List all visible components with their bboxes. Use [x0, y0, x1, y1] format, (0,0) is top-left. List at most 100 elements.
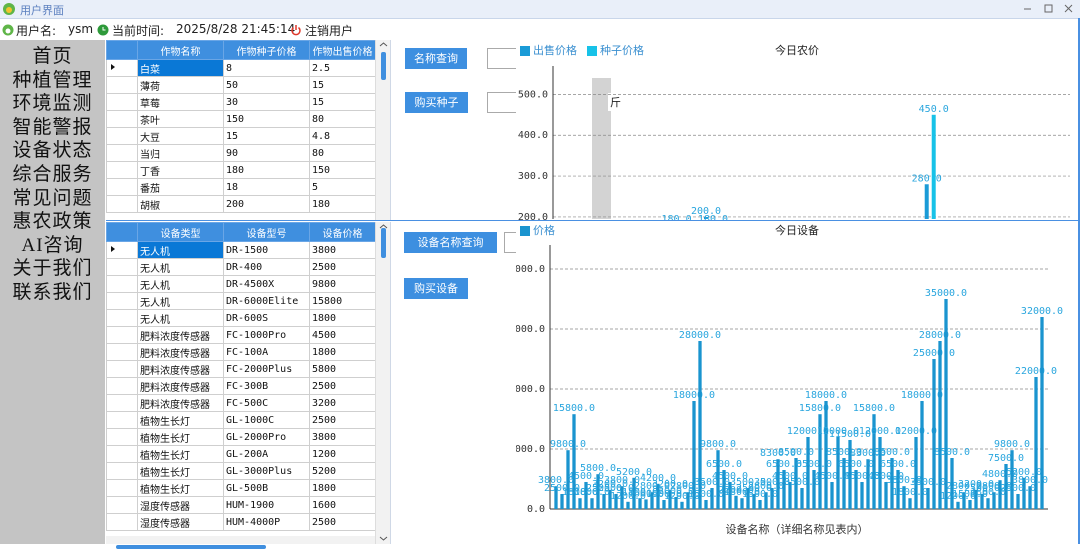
data-label: 2800.0	[946, 481, 982, 492]
logout-link[interactable]: 注销用户	[305, 24, 354, 38]
table-row[interactable]: 肥料浓度传感器 FC-500C 3200	[106, 394, 375, 412]
table-row[interactable]: 肥料浓度传感器 FC-1000Pro 4500	[106, 326, 375, 344]
table-row[interactable]: 大豆 15 4.8	[106, 127, 375, 145]
action-button[interactable]: 购买设备	[404, 278, 468, 299]
device-price-chart: 价格 今日设备 0.0 10000.0 20000.0 30000.0 40000.0 设备名…	[516, 222, 1080, 544]
table-row[interactable]: 无人机 DR-4500X 9800	[106, 275, 375, 293]
table-row[interactable]: 肥料浓度传感器 FC-300B 2500	[106, 377, 375, 395]
table-row[interactable]: 白菜 8 2.5	[106, 59, 375, 77]
table-cell: DR-600S	[223, 309, 310, 327]
table-row[interactable]: 当归 90 80	[106, 144, 375, 162]
table-cell: 1800	[309, 309, 375, 327]
data-label: 5200.0	[1006, 467, 1042, 478]
action-button[interactable]: 购买种子	[405, 92, 468, 113]
data-label: 15800.0	[799, 403, 841, 414]
data-label: 11500.0	[829, 429, 871, 440]
data-label: 5200.0	[616, 467, 652, 478]
data-label: 3500.0	[694, 477, 730, 488]
bar	[1034, 377, 1038, 509]
table-row[interactable]: 番茄 18 5	[106, 178, 375, 196]
data-label: 25000.0	[913, 348, 955, 359]
nav-item[interactable]: 智能警报	[12, 116, 93, 138]
bar	[554, 486, 558, 509]
bar	[656, 483, 660, 509]
bar	[668, 489, 672, 509]
nav-item[interactable]: 综合服务	[12, 164, 93, 185]
row-selector	[106, 275, 138, 293]
table-row[interactable]: 植物生长灯 GL-3000Plus 5200	[106, 462, 375, 480]
nav-item[interactable]: 惠农政策	[12, 211, 93, 233]
data-label: 9800.0	[994, 439, 1030, 450]
table-row[interactable]: 胡椒 200 180	[106, 195, 375, 213]
table-cell: 无人机	[137, 241, 224, 259]
bar	[620, 486, 624, 509]
table-cell: 茶叶	[137, 110, 224, 128]
table-cell: 5200	[309, 462, 375, 480]
table-row[interactable]: 茶叶 150 80	[106, 110, 375, 128]
table-cell: 2500	[309, 411, 375, 429]
table-row[interactable]: 肥料浓度传感器 FC-100A 1800	[106, 343, 375, 361]
table-cell: 4.8	[309, 127, 375, 145]
table-cell: 2500	[309, 377, 375, 395]
bar	[722, 470, 726, 509]
table-cell: 2500	[309, 258, 375, 276]
nav-item[interactable]: 种植管理	[12, 69, 93, 91]
window-controls[interactable]	[1020, 3, 1076, 15]
table-cell: 无人机	[137, 275, 224, 293]
bar	[806, 437, 810, 509]
current-time: 2025/8/28 21:45:14	[176, 22, 296, 36]
column-header: 作物名称	[137, 40, 224, 60]
row-selector	[106, 411, 138, 429]
table-row[interactable]: 无人机 DR-600S 1800	[106, 309, 375, 327]
table-row[interactable]: 湿度传感器 HUM-1900 1600	[106, 496, 375, 514]
table-cell: 180	[309, 195, 375, 213]
table-row[interactable]: 薄荷 50 15	[106, 76, 375, 94]
h-scrollbar[interactable]	[106, 536, 375, 549]
nav-item[interactable]: AI咨询	[21, 234, 84, 256]
bar	[854, 470, 858, 509]
nav-item[interactable]: 关于我们	[12, 258, 93, 280]
table-row[interactable]: 植物生长灯 GL-500B 1800	[106, 479, 375, 497]
data-label: 35000.0	[925, 288, 967, 299]
table-row[interactable]: 丁香 180 150	[106, 161, 375, 179]
table-body: 白菜 8 2.5 薄荷 50 15 草莓 30 15 茶叶 150 80 大豆 15 4.8 当归 90 80 丁香…	[106, 59, 375, 213]
bar	[764, 492, 768, 509]
bar	[890, 458, 894, 509]
row-selector	[106, 110, 138, 128]
table-cell: 无人机	[137, 309, 224, 327]
y-tick-label: 200.0	[518, 212, 548, 220]
bar	[692, 401, 696, 509]
table-row[interactable]: 肥料浓度传感器 FC-2000Plus 5800	[106, 360, 375, 378]
nav-item[interactable]: 联系我们	[12, 282, 93, 303]
bar	[1016, 494, 1020, 509]
table-cell: 3200	[309, 394, 375, 412]
legend-label: 价格	[533, 223, 555, 237]
bar	[908, 498, 912, 509]
table-cell: FC-1000Pro	[223, 326, 310, 344]
nav-item[interactable]: 环境监测	[12, 93, 93, 115]
table-row[interactable]: 草莓 30 15	[106, 93, 375, 111]
table-row[interactable]: 无人机 DR-1500 3800	[106, 241, 375, 259]
row-selector	[106, 178, 138, 196]
nav-item[interactable]: 首页	[32, 46, 73, 67]
power-icon[interactable]	[290, 24, 302, 36]
scrollbar[interactable]	[375, 222, 391, 544]
data-label: 1500.0	[646, 489, 682, 500]
legend-swatch	[520, 226, 530, 236]
action-button[interactable]: 设备名称查询	[404, 232, 497, 253]
bar	[578, 498, 582, 509]
action-button[interactable]: 名称查询	[405, 48, 467, 69]
table-row[interactable]: 湿度传感器 HUM-4000P 2500	[106, 513, 375, 531]
table-row[interactable]: 无人机 DR-400 2500	[106, 258, 375, 276]
row-pointer	[111, 245, 115, 252]
table-row[interactable]: 植物生长灯 GL-200A 1200	[106, 445, 375, 463]
table-row[interactable]: 植物生长灯 GL-2000Pro 3800	[106, 428, 375, 446]
data-table: 设备类型 设备型号 设备价格 无人机 DR-1500 3800 无人机 DR-400 2500 无…	[106, 222, 375, 531]
nav-item[interactable]: 常见问题	[12, 187, 93, 209]
data-label: 3200.0	[958, 479, 994, 490]
table-row[interactable]: 无人机 DR-6000Elite 15800	[106, 292, 375, 310]
nav-item[interactable]: 设备状态	[12, 140, 93, 162]
scrollbar[interactable]	[375, 40, 391, 220]
data-label: 8500.0	[778, 447, 814, 458]
table-row[interactable]: 植物生长灯 GL-1000C 2500	[106, 411, 375, 429]
